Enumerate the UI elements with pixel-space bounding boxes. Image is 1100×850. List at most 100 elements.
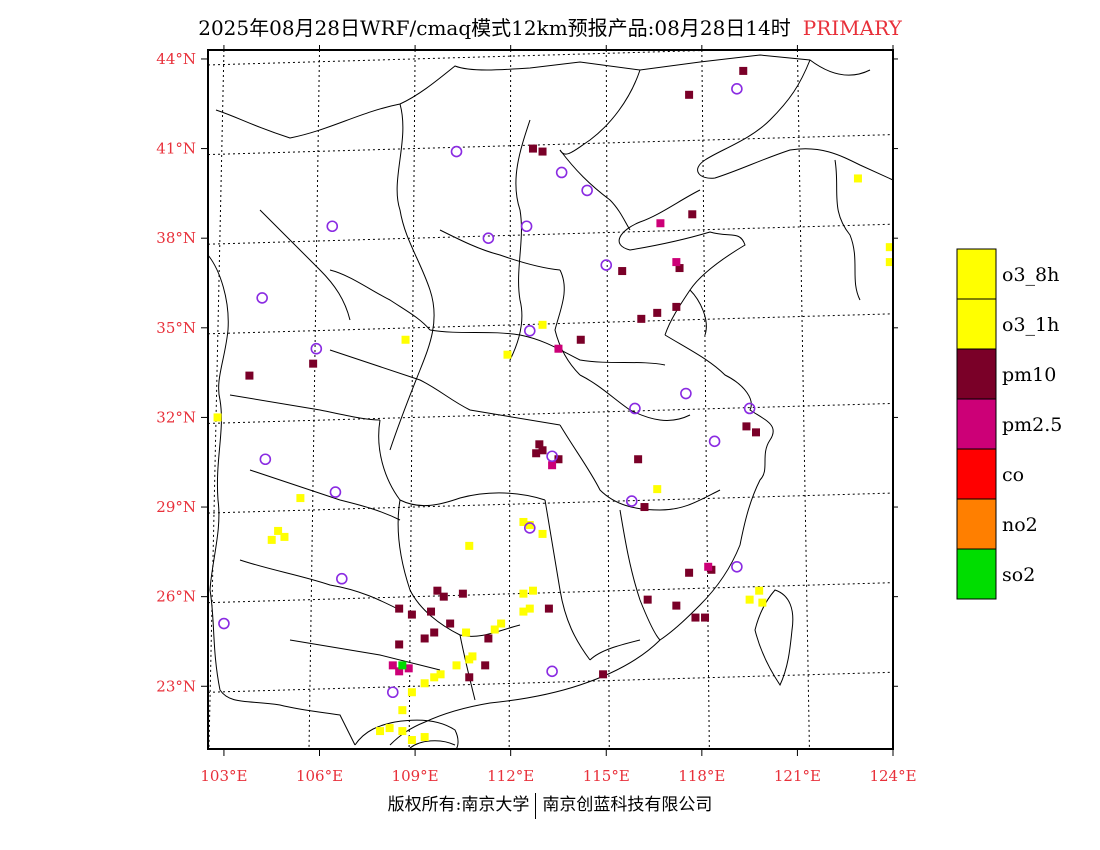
cell-pm10-3 bbox=[554, 455, 563, 464]
border-inner-11 bbox=[559, 424, 721, 511]
cell-o3_8h-30 bbox=[538, 320, 547, 329]
cell-o3_8h-18 bbox=[528, 586, 537, 595]
border-inner-9 bbox=[378, 419, 546, 507]
cell-o3_8h-6 bbox=[430, 673, 439, 682]
legend-swatch-pm10 bbox=[956, 348, 997, 400]
cell-o3_8h-38 bbox=[213, 413, 222, 422]
station-marker-22 bbox=[731, 83, 743, 95]
cell-pm25-2 bbox=[404, 664, 413, 673]
cell-pm25-5 bbox=[704, 562, 713, 571]
cell-o3_8h-37 bbox=[885, 258, 893, 267]
station-marker-2 bbox=[326, 220, 339, 233]
cell-o3_8h-13 bbox=[462, 628, 471, 637]
cell-pm10-34 bbox=[245, 371, 254, 380]
station-marker-21 bbox=[708, 435, 721, 448]
legend-label-pm25: pm2.5 bbox=[1002, 414, 1062, 436]
border-inner-1 bbox=[389, 103, 435, 451]
cell-pm10-0 bbox=[535, 440, 544, 449]
border-inner-14 bbox=[249, 469, 401, 521]
legend-swatch-co bbox=[956, 448, 997, 500]
cell-o3_8h-32 bbox=[755, 586, 764, 595]
station-marker-13 bbox=[523, 522, 536, 534]
lat-label-3: 32°N bbox=[156, 408, 196, 426]
legend-swatch-o3_1h bbox=[956, 298, 997, 350]
legend-label-no2: no2 bbox=[1002, 514, 1038, 536]
border-inner-21 bbox=[689, 289, 707, 336]
border-inner-8 bbox=[329, 349, 561, 426]
grid-meridian-2 bbox=[408, 50, 416, 749]
border-inner-23 bbox=[459, 634, 476, 701]
lat-label-0: 23°N bbox=[156, 677, 196, 695]
lon-label-1: 106°E bbox=[296, 767, 343, 785]
cell-o3_8h-15 bbox=[519, 607, 528, 616]
cell-pm10-17 bbox=[618, 267, 627, 276]
cell-pm25-4 bbox=[548, 461, 557, 470]
cell-o3_8h-29 bbox=[503, 350, 512, 359]
lat-label-1: 26°N bbox=[156, 588, 196, 606]
cell-o3_8h-10 bbox=[407, 736, 416, 745]
lat-label-7: 44°N bbox=[156, 50, 196, 68]
border-inner-6 bbox=[429, 329, 666, 366]
cell-o3_8h-8 bbox=[398, 727, 407, 736]
border-inner-15 bbox=[239, 559, 401, 611]
station-marker-12 bbox=[546, 450, 558, 463]
cell-pm10-19 bbox=[637, 314, 646, 323]
station-marker-0 bbox=[256, 292, 268, 304]
border-north bbox=[215, 54, 871, 139]
lon-label-6: 121°E bbox=[774, 767, 821, 785]
cell-pm10-20 bbox=[653, 308, 662, 317]
border-inner-18 bbox=[259, 209, 351, 321]
cell-pm10-2 bbox=[532, 449, 541, 458]
cell-o3_8h-2 bbox=[436, 670, 445, 679]
station-marker-5 bbox=[310, 342, 323, 355]
station-marker-19 bbox=[625, 495, 638, 507]
grid-meridian-5 bbox=[701, 50, 710, 749]
grid-parallel-4 bbox=[208, 313, 893, 335]
cell-pm25-6 bbox=[554, 344, 563, 353]
cell-o3_8h-14 bbox=[490, 625, 499, 634]
cell-pm25-3 bbox=[656, 219, 665, 228]
lat-label-4: 35°N bbox=[156, 319, 196, 337]
border-taiwan bbox=[754, 589, 794, 687]
station-marker-17 bbox=[600, 259, 613, 271]
cell-o3_8h-0 bbox=[407, 688, 416, 697]
border-northeast bbox=[697, 59, 893, 181]
legend-swatch-so2 bbox=[956, 548, 997, 600]
cell-pm10-40 bbox=[691, 613, 700, 622]
lon-label-2: 109°E bbox=[392, 767, 439, 785]
lon-label-4: 115°E bbox=[583, 767, 630, 785]
station-marker-4 bbox=[336, 572, 348, 585]
cell-o3_8h-5 bbox=[468, 652, 477, 661]
copyright-company: 南京创蓝科技有限公司 bbox=[542, 795, 713, 815]
cell-o3_8h-1 bbox=[420, 679, 429, 688]
cell-pm10-16 bbox=[688, 210, 697, 219]
cell-o3_8h-35 bbox=[853, 174, 862, 183]
station-marker-8 bbox=[450, 145, 463, 158]
cell-pm10-32 bbox=[481, 661, 490, 670]
border-inner-12 bbox=[619, 509, 661, 641]
cell-o3_8h-31 bbox=[653, 485, 662, 494]
cell-pm10-6 bbox=[407, 610, 416, 619]
station-marker-24 bbox=[731, 560, 743, 573]
border-inner-20 bbox=[559, 69, 641, 155]
station-marker-14 bbox=[546, 665, 558, 678]
lon-label-5: 118°E bbox=[678, 767, 725, 785]
cell-o3_8h-22 bbox=[525, 520, 534, 529]
cell-o3_8h-19 bbox=[497, 619, 506, 628]
cell-pm10-30 bbox=[484, 634, 493, 643]
cell-pm10-7 bbox=[427, 607, 436, 616]
grid-meridian-0 bbox=[208, 50, 225, 749]
station-marker-10 bbox=[520, 220, 533, 233]
cell-pm10-38 bbox=[739, 66, 748, 75]
border-inner-16 bbox=[289, 639, 441, 671]
grid-meridian-7 bbox=[892, 50, 893, 72]
station-marker-15 bbox=[555, 166, 568, 179]
cell-o3_8h-28 bbox=[401, 335, 410, 344]
cell-pm10-9 bbox=[458, 589, 467, 598]
border-hainan bbox=[409, 740, 456, 749]
province-borders bbox=[208, 54, 893, 749]
cell-pm10-29 bbox=[643, 595, 652, 604]
station-marker-11 bbox=[523, 324, 536, 337]
border-coast-east bbox=[389, 334, 774, 746]
border-inner-4 bbox=[439, 229, 561, 271]
